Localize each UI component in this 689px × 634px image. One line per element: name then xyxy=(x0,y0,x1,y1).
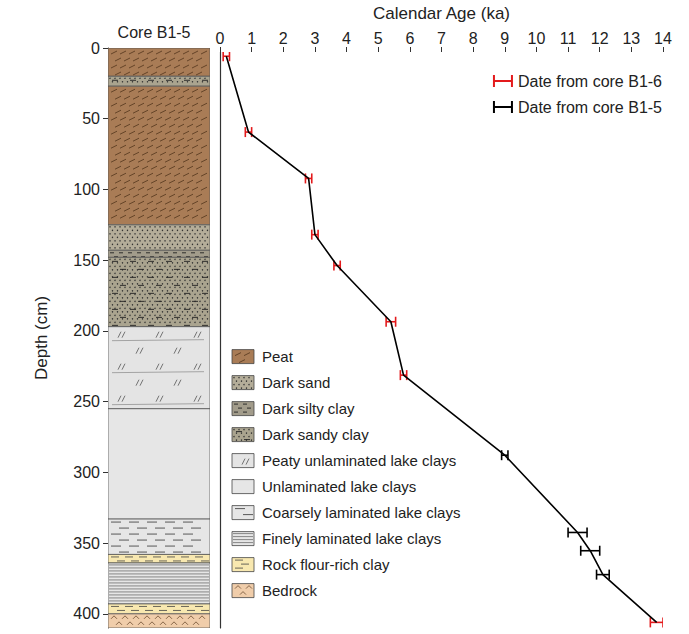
svg-text:13: 13 xyxy=(622,30,640,47)
svg-text:Core B1-5: Core B1-5 xyxy=(118,24,191,41)
svg-text:Date from core B1-5: Date from core B1-5 xyxy=(518,99,662,116)
svg-text:150: 150 xyxy=(73,252,100,269)
svg-text:Finely laminated lake clays: Finely laminated lake clays xyxy=(262,530,441,547)
svg-text:350: 350 xyxy=(73,535,100,552)
svg-text:4: 4 xyxy=(342,30,351,47)
svg-text:Date from core B1-6: Date from core B1-6 xyxy=(518,73,662,90)
svg-text:3: 3 xyxy=(310,30,319,47)
svg-text:Coarsely laminated lake clays: Coarsely laminated lake clays xyxy=(262,504,460,521)
svg-text:300: 300 xyxy=(73,464,100,481)
svg-text:50: 50 xyxy=(82,110,100,127)
svg-text:Peaty unlaminated lake clays: Peaty unlaminated lake clays xyxy=(262,452,456,469)
svg-text:Dark sand: Dark sand xyxy=(262,374,330,391)
svg-text:400: 400 xyxy=(73,605,100,622)
svg-text:1: 1 xyxy=(247,30,256,47)
svg-text:Unlaminated lake clays: Unlaminated lake clays xyxy=(262,478,416,495)
svg-text:Rock flour-rich clay: Rock flour-rich clay xyxy=(262,556,390,573)
svg-text:250: 250 xyxy=(73,393,100,410)
svg-text:12: 12 xyxy=(591,30,609,47)
svg-text:0: 0 xyxy=(216,30,225,47)
svg-text:14: 14 xyxy=(654,30,672,47)
svg-text:6: 6 xyxy=(405,30,414,47)
svg-text:2: 2 xyxy=(279,30,288,47)
svg-text:100: 100 xyxy=(73,181,100,198)
svg-text:0: 0 xyxy=(91,40,100,57)
svg-text:9: 9 xyxy=(500,30,509,47)
svg-text:Bedrock: Bedrock xyxy=(262,582,318,599)
svg-text:10: 10 xyxy=(528,30,546,47)
svg-text:Calendar Age (ka): Calendar Age (ka) xyxy=(373,4,510,23)
svg-text:11: 11 xyxy=(560,30,577,47)
svg-text:8: 8 xyxy=(469,30,478,47)
svg-text:200: 200 xyxy=(73,322,100,339)
svg-text:Dark silty clay: Dark silty clay xyxy=(262,400,355,417)
svg-text:Peat: Peat xyxy=(262,348,294,365)
svg-text:Depth (cm): Depth (cm) xyxy=(32,296,51,380)
svg-text:7: 7 xyxy=(437,30,446,47)
svg-text:5: 5 xyxy=(374,30,383,47)
svg-text:Dark sandy clay: Dark sandy clay xyxy=(262,426,369,443)
